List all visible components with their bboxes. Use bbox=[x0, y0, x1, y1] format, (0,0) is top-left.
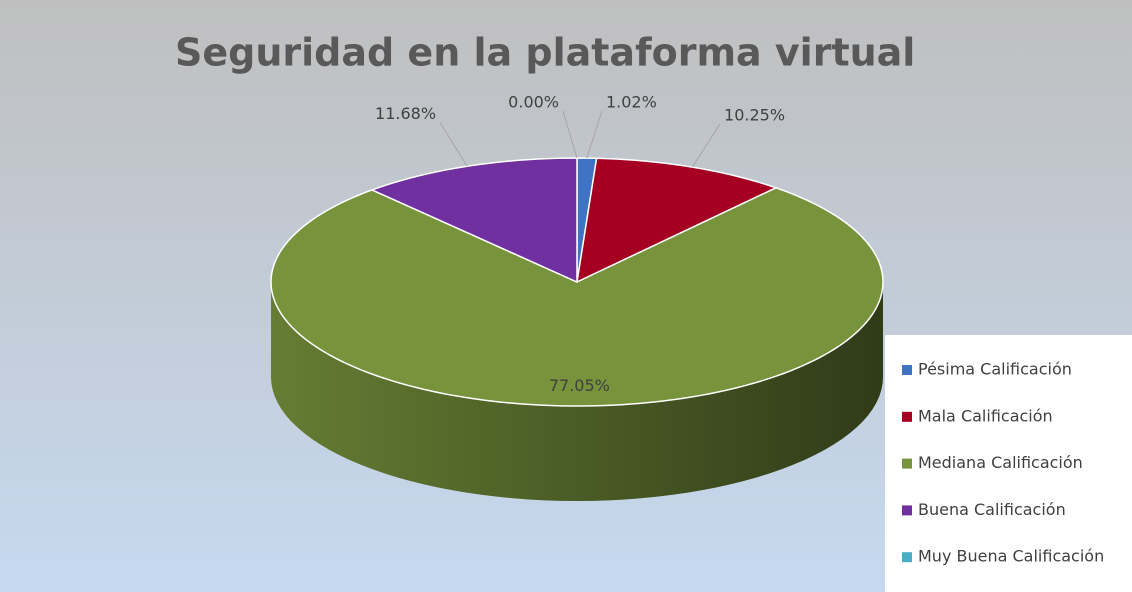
legend-label: Mediana Calificación bbox=[918, 453, 1083, 472]
data-label: 11.68% bbox=[375, 104, 436, 123]
legend-label: Muy Buena Calificación bbox=[918, 547, 1104, 566]
legend-marker bbox=[902, 411, 912, 422]
leader-line bbox=[562, 110, 578, 159]
leader-line bbox=[691, 123, 721, 168]
data-label: 1.02% bbox=[606, 93, 657, 112]
legend-marker bbox=[902, 505, 912, 516]
leader-line bbox=[586, 110, 603, 159]
pie-side-shade bbox=[271, 282, 883, 501]
legend-marker bbox=[902, 458, 912, 469]
data-label: 0.00% bbox=[508, 92, 559, 111]
data-label: 10.25% bbox=[724, 105, 785, 124]
data-label: 77.05% bbox=[549, 376, 610, 395]
legend-label: Mala Calificación bbox=[918, 406, 1053, 425]
chart-title: Seguridad en la plataforma virtual bbox=[175, 31, 915, 75]
legend bbox=[885, 335, 1132, 592]
legend-label: Pésima Calificación bbox=[918, 360, 1072, 379]
legend-marker bbox=[902, 365, 912, 375]
legend-label: Buena Calificación bbox=[918, 500, 1066, 519]
pie-slice bbox=[370, 157, 578, 284]
legend-marker bbox=[902, 552, 912, 563]
pie-slice bbox=[270, 187, 884, 407]
leader-line bbox=[439, 122, 468, 167]
